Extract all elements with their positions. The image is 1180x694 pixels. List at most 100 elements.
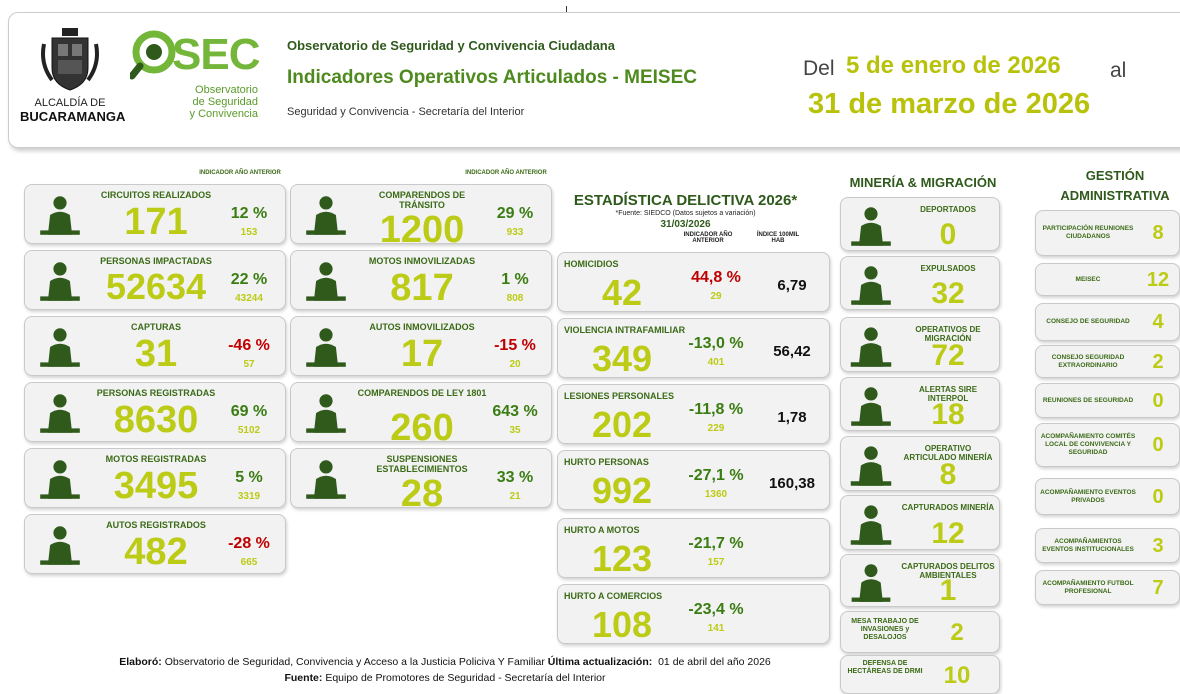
- mineria-card: DEPORTADOS 0: [840, 197, 1000, 251]
- card-index: 56,42: [773, 343, 811, 360]
- coat-of-arms: [41, 28, 99, 91]
- card-value: 18: [931, 398, 965, 431]
- card-value: 349: [591, 338, 653, 379]
- card-label-text: ACOMPAÑAMIENTO EVENTOS PRIVADOS: [1040, 488, 1136, 504]
- logo-sub-3: y Convivencia: [189, 108, 258, 120]
- card-value: 123: [591, 538, 653, 579]
- card-pct: 29 %: [496, 205, 534, 222]
- card-value: 2: [1152, 350, 1164, 373]
- card-label: CAPTURAS: [130, 322, 181, 332]
- gestion-card: ACOMPAÑAMIENTOS EVENTOS INSTITUCIONALES 3: [1035, 528, 1180, 563]
- card-pct: -11,8 %: [688, 401, 744, 418]
- gestion-card: PARTICIPACIÓN REUNIONES CIUDADANOS 8: [1035, 210, 1180, 256]
- card-value: 0: [939, 218, 957, 251]
- date-mid: al: [1110, 59, 1127, 82]
- gestion-card: ACOMPAÑAMIENTO FUTBOL PROFESIONAL 7: [1035, 570, 1180, 605]
- card-label: MESA TRABAJO DE INVASIONES y DESALOJOS: [851, 618, 919, 641]
- mineria-card: EXPULSADOS 32: [840, 256, 1000, 310]
- mineria-card: OPERATIVO ARTICULADO MINERÍA 8: [840, 436, 1000, 491]
- card-prev: 29: [710, 291, 722, 302]
- card-prev: 43244: [235, 293, 263, 304]
- card-value: 260: [390, 407, 454, 449]
- card-value: 108: [591, 604, 653, 645]
- card-value: 992: [591, 470, 653, 511]
- card-value: 3: [1152, 534, 1164, 557]
- section-title: ESTADÍSTICA DELICTIVA 2026*: [573, 192, 798, 209]
- icon: [850, 327, 892, 367]
- icon: [306, 394, 346, 433]
- section-title: MINERÍA & MIGRACIÓN: [849, 175, 997, 190]
- mineria-card: ALERTAS SIRE INTERPOL 18: [840, 377, 1000, 431]
- footer-label: Fuente:: [284, 672, 323, 684]
- card-pct: 5 %: [235, 469, 263, 486]
- cut-date: 31/03/2026: [660, 219, 711, 230]
- card-value: 1200: [379, 209, 465, 251]
- crime-card: LESIONES PERSONALES 202 -11,8 % 229 1,78: [557, 384, 830, 444]
- card-label: MEISEC: [1040, 264, 1136, 295]
- card-value: 3495: [113, 465, 199, 507]
- card-pct: 33 %: [496, 469, 534, 486]
- mineria-card: DEFENSA DE HECTÁREAS DE DRMI 10: [840, 655, 1000, 694]
- card-prev: 3319: [237, 491, 261, 502]
- indicator-card: COMPARENDOS DE TRÁNSITO 1200 29 % 933: [290, 184, 552, 249]
- card-prev: 21: [509, 491, 521, 502]
- card-prev: 57: [243, 359, 255, 370]
- org: Observatorio de Seguridad y Convivencia …: [287, 38, 615, 53]
- card-label: REUNIONES DE SEGURIDAD: [1040, 384, 1136, 417]
- card-value: 31: [134, 333, 178, 375]
- card-label: MOTOS INMOVILIZADAS: [368, 256, 476, 266]
- card-value: 8630: [113, 399, 199, 441]
- card-value: 10: [943, 661, 971, 689]
- card-label: VIOLENCIA INTRAFAMILIAR: [564, 325, 686, 335]
- card-value: 171: [124, 201, 188, 243]
- crime-card: VIOLENCIA INTRAFAMILIAR 349 -13,0 % 401 56,4…: [557, 318, 830, 378]
- card-label-text: ACOMPAÑAMIENTO FUTBOL PROFESIONAL: [1042, 579, 1134, 595]
- card-value: 28: [400, 473, 444, 515]
- card-value: 2: [950, 619, 964, 646]
- card-label: OPERATIVO ARTICULADO MINERÍA: [903, 444, 993, 462]
- card-value: 12: [1146, 268, 1170, 291]
- prev-note: INDICADOR AÑO ANTERIOR: [465, 170, 547, 176]
- card-prev: 157: [707, 557, 725, 568]
- indicator-card: MOTOS INMOVILIZADAS 817 1 % 808: [290, 250, 552, 310]
- icon: [851, 266, 891, 305]
- card-label: DEFENSA DE HECTÁREAS DE DRMI: [847, 660, 923, 675]
- footer-text: Equipo de Promotores de Seguridad - Secr…: [325, 672, 606, 684]
- card-label-text: ACOMPAÑAMIENTOS EVENTOS INSTITUCIONALES: [1042, 537, 1134, 553]
- card-pct: -28 %: [228, 535, 270, 552]
- card-label: ACOMPAÑAMIENTO COMITÉS LOCAL DE CONVIVEN…: [1040, 424, 1136, 466]
- gestion-card: CONSEJO SEGURIDAD EXTRAORDINARIO 2: [1035, 345, 1180, 378]
- mineria-card: MESA TRABAJO DE INVASIONES y DESALOJOS 2: [840, 611, 1000, 653]
- card-value: 0: [1152, 434, 1164, 456]
- card-label: COMPARENDOS DE TRÁNSITO: [378, 190, 466, 210]
- icon: [40, 460, 80, 499]
- card-label: HURTO PERSONAS: [564, 457, 649, 467]
- logo-sub-2: de Seguridad: [192, 96, 258, 108]
- card-value: 12: [931, 517, 965, 550]
- card-pct: -15 %: [494, 337, 536, 354]
- indicator-card: CIRCUITOS REALIZADOS 171 12 % 153: [24, 184, 286, 244]
- icon: [306, 460, 346, 499]
- card-value: 4: [1152, 311, 1164, 333]
- card-value: 0: [1152, 485, 1164, 508]
- indicator-card: COMPARENDOS DE LEY 1801 260 643 % 35: [290, 382, 552, 447]
- subtitle: Seguridad y Convivencia - Secretaría del…: [287, 106, 525, 118]
- card-value: 482: [124, 531, 188, 573]
- col-index: ÍNDICE 100MIL HAB: [756, 232, 800, 244]
- card-prev: 808: [506, 293, 524, 304]
- card-value: 52634: [105, 266, 207, 307]
- crime-card: HURTO A COMERCIOS 108 -23,4 % 141: [557, 584, 830, 644]
- card-value: 32: [931, 277, 965, 310]
- gestion-card: ACOMPAÑAMIENTO COMITÉS LOCAL DE CONVIVEN…: [1035, 423, 1180, 467]
- card-label: LESIONES PERSONALES: [564, 391, 675, 401]
- icon: [850, 446, 892, 486]
- card-index: 1,78: [777, 409, 807, 426]
- card-label-text: PARTICIPACIÓN REUNIONES CIUDADANOS: [1042, 225, 1134, 240]
- card-label: ACOMPAÑAMIENTOS EVENTOS INSTITUCIONALES: [1040, 529, 1136, 562]
- crime-card: HURTO A MOTOS 123 -21,7 % 157: [557, 518, 830, 578]
- card-pct: -46 %: [228, 337, 270, 354]
- col-prev: INDICADOR AÑO ANTERIOR: [683, 232, 733, 244]
- card-label: ACOMPAÑAMIENTO EVENTOS PRIVADOS: [1040, 479, 1136, 514]
- icon: [306, 262, 346, 301]
